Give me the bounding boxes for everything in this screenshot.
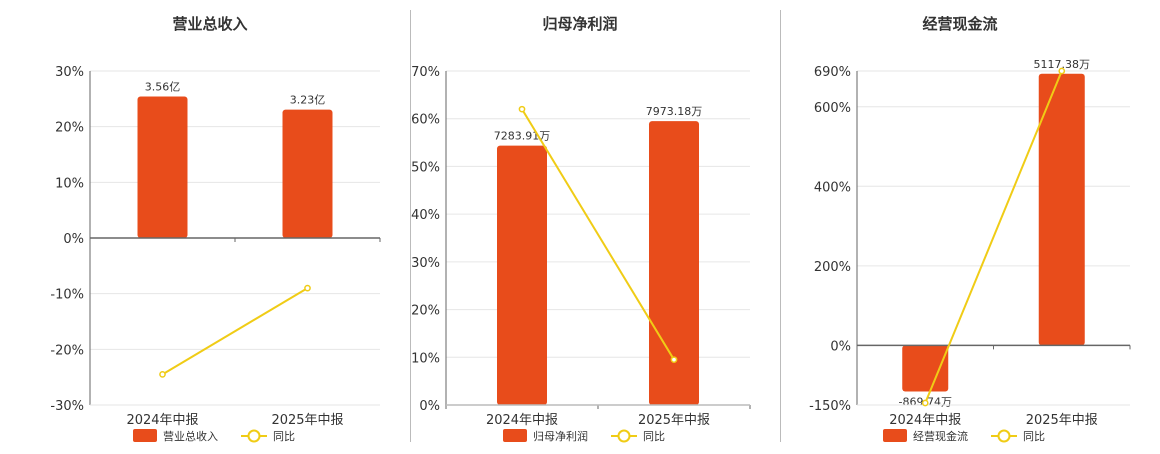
x-tick-label: 2025年中报 [1026, 413, 1098, 428]
line-point [1058, 67, 1066, 75]
chart-title: 营业总收入 [172, 15, 247, 33]
y-tick-label: 0% [419, 399, 440, 414]
y-tick-label: 70% [411, 65, 440, 80]
legend-bar-swatch [133, 429, 157, 442]
chart-title: 归母净利润 [542, 15, 617, 33]
y-tick-label: 60% [411, 113, 440, 128]
bar [649, 121, 699, 405]
y-tick-label: 10% [411, 351, 440, 366]
bar-data-label: 3.23亿 [290, 94, 326, 107]
bar [282, 109, 333, 238]
series-line [521, 108, 675, 361]
y-tick-label: 20% [55, 121, 84, 136]
panel-divider [780, 10, 781, 442]
panel-divider [410, 10, 411, 442]
bar-data-label: 5117.38万 [1034, 58, 1091, 71]
legend-label: 营业总收入 [163, 429, 218, 443]
series-line [924, 70, 1063, 404]
y-tick-label: 200% [814, 260, 851, 275]
y-tick-label: -20% [50, 343, 84, 358]
legend-line-marker [247, 429, 261, 443]
y-tick-label: 30% [55, 65, 84, 80]
bar-data-label: 7973.18万 [646, 105, 703, 118]
y-tick-label: 40% [411, 208, 440, 223]
x-tick-label: 2025年中报 [271, 413, 343, 428]
bar [497, 145, 547, 405]
x-tick-label: 2025年中报 [638, 413, 710, 428]
chart-title: 经营现金流 [922, 15, 997, 33]
legend-label: 同比 [1023, 430, 1045, 443]
y-tick-label: 50% [411, 160, 440, 175]
legend-label: 归母净利润 [533, 429, 588, 443]
legend-label: 同比 [643, 430, 665, 443]
y-tick-label: 0% [63, 232, 84, 247]
line-point [670, 356, 678, 364]
line-point [921, 399, 929, 407]
y-tick-label: 20% [411, 304, 440, 319]
y-tick-label: 10% [55, 176, 84, 191]
x-tick-label: 2024年中报 [486, 413, 558, 428]
x-tick-label: 2024年中报 [126, 413, 198, 428]
line-point [159, 371, 166, 378]
legend-line-marker [997, 429, 1011, 443]
legend-label: 同比 [273, 430, 295, 443]
bar-data-label: 3.56亿 [145, 80, 181, 93]
y-tick-label: 400% [814, 180, 851, 195]
bar [902, 345, 949, 392]
legend-bar-swatch [883, 429, 907, 442]
y-tick-label: -150% [809, 399, 851, 414]
legend-bar-swatch [503, 429, 527, 442]
y-tick-label: 0% [830, 339, 851, 354]
y-tick-label: -10% [50, 288, 84, 303]
legend-line-marker [617, 429, 631, 443]
y-tick-label: 30% [411, 256, 440, 271]
y-tick-label: 690% [814, 65, 851, 80]
bar [1038, 73, 1085, 346]
legend-label: 经营现金流 [913, 429, 968, 443]
bar [137, 96, 188, 238]
x-tick-label: 2024年中报 [889, 413, 961, 428]
series-line [161, 287, 309, 376]
line-point [518, 105, 526, 113]
y-tick-label: 600% [814, 101, 851, 116]
line-point [304, 284, 311, 292]
y-tick-label: -30% [50, 399, 84, 414]
